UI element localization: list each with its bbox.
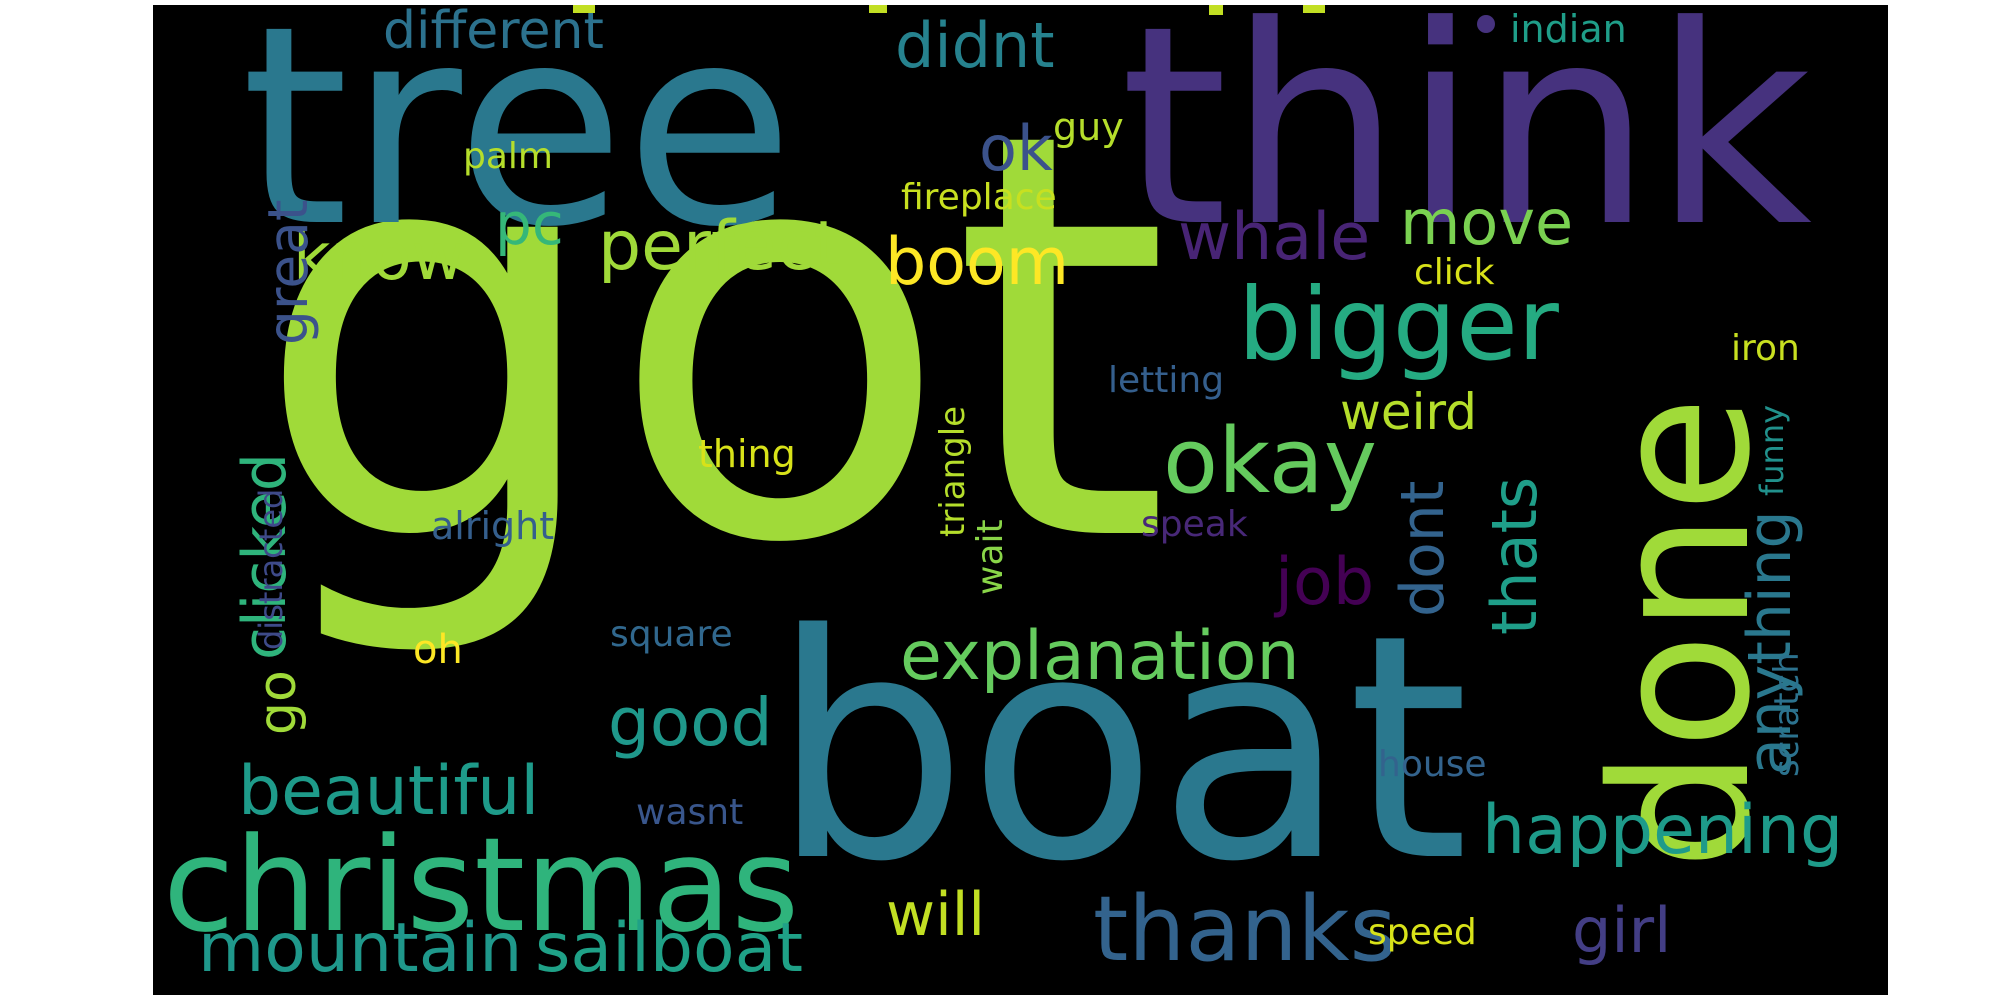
word: guy xyxy=(1053,105,1124,149)
word: got xyxy=(253,14,1171,666)
word: scratch xyxy=(1767,652,1807,777)
word: triangle xyxy=(933,405,973,537)
word: beautiful xyxy=(238,752,540,831)
word: pc xyxy=(495,190,564,258)
word: christmas xyxy=(163,809,800,961)
clipped-mark xyxy=(869,5,887,13)
word: move xyxy=(1400,186,1574,259)
word: thats xyxy=(1478,476,1551,635)
word: distracted xyxy=(252,488,290,650)
word: think xyxy=(1120,5,1813,287)
clipped-mark xyxy=(573,5,595,13)
clipped-mark xyxy=(1209,5,1223,15)
word: perfect xyxy=(598,207,841,286)
word: thanks xyxy=(1093,877,1397,982)
word: sailboat xyxy=(535,909,803,988)
word: girl xyxy=(1572,894,1672,967)
word: letting xyxy=(1108,360,1225,401)
word: okay xyxy=(1163,409,1378,514)
word: boat xyxy=(771,569,1469,930)
word: job xyxy=(1275,545,1375,620)
word: ok xyxy=(979,112,1053,185)
word: click xyxy=(1414,252,1495,293)
word: dont xyxy=(1388,480,1458,617)
word: happening xyxy=(1482,791,1844,870)
word: square xyxy=(610,614,733,655)
word: wasnt xyxy=(636,792,744,833)
word: indian xyxy=(1510,7,1627,51)
word: different xyxy=(383,5,604,61)
word: bigger xyxy=(1238,266,1559,383)
word: oh xyxy=(413,627,463,673)
word: speak xyxy=(1141,504,1248,545)
word: good xyxy=(608,684,773,761)
word: speed xyxy=(1368,912,1477,953)
word: funny xyxy=(1753,404,1791,496)
word: wait xyxy=(970,519,1011,595)
word: boom xyxy=(885,225,1070,300)
word: mountain xyxy=(198,909,523,988)
word: go xyxy=(248,670,308,735)
word: fireplace xyxy=(901,177,1057,218)
word: thing xyxy=(698,432,796,476)
clipped-mark xyxy=(1303,5,1325,13)
word: explanation xyxy=(900,617,1300,696)
word: will xyxy=(886,880,986,950)
word: weird xyxy=(1340,383,1477,441)
word-cloud: got tree think boat done christmas bigge… xyxy=(153,5,1888,995)
word: iron xyxy=(1731,328,1800,369)
word: house xyxy=(1378,744,1487,785)
word: alright xyxy=(431,504,555,548)
word: whale xyxy=(1178,200,1371,275)
word: palm xyxy=(463,136,553,177)
word: tree xyxy=(241,5,795,287)
word: know xyxy=(293,220,465,295)
word: didnt xyxy=(895,9,1055,82)
dot-mark xyxy=(1477,15,1495,33)
word: great xyxy=(256,199,320,345)
